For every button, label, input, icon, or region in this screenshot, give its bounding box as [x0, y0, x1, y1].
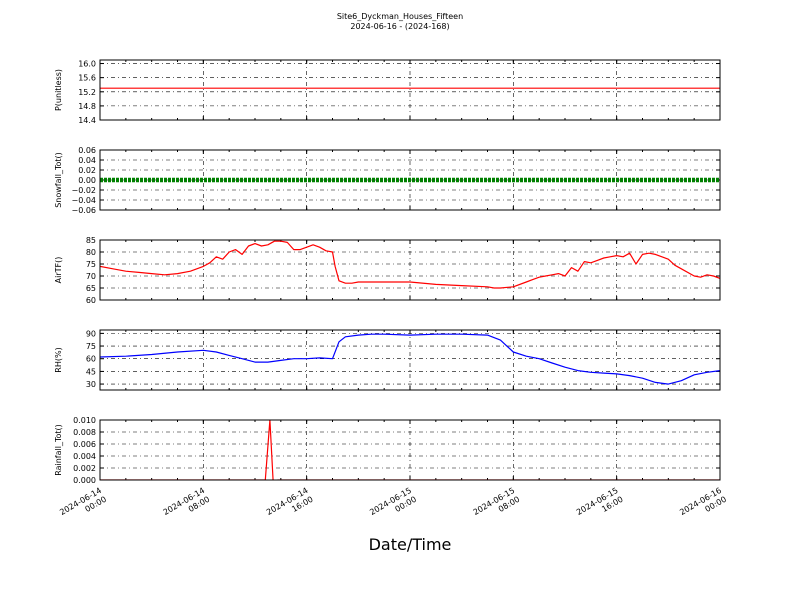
x-tick-label: 2024-06-1408:00 — [162, 486, 212, 526]
panel-frame — [99, 149, 721, 211]
x-tick-label: 2024-06-1416:00 — [265, 486, 315, 526]
y-tick-label: −0.02 — [71, 186, 96, 195]
chart-title: Site6_Dyckman_Houses_Fifteen — [337, 12, 463, 21]
y-tick-label: 0.00 — [78, 176, 96, 185]
y-tick-label: 60 — [86, 296, 96, 305]
panel-2: −0.06−0.04−0.020.000.020.040.06 Snowfall_… — [54, 146, 721, 215]
series-line — [100, 333, 720, 385]
panel-1: 14.4 14.8 15.2 15.6 16.0 P(unitless) — [54, 59, 721, 125]
x-tick-label: 2024-06-1508:00 — [472, 486, 522, 526]
panel-frame — [99, 329, 721, 391]
y-tick-label: 0.04 — [78, 156, 96, 165]
y-tick-label: 60 — [86, 355, 96, 364]
y-axis-label: P(unitless) — [54, 69, 63, 111]
x-axis-label: Date/Time — [369, 535, 452, 554]
panel-frame — [99, 59, 721, 121]
panel-5: 0.000 0.002 0.004 0.006 0.008 0.010 Rainfall_T… — [54, 416, 721, 485]
series-line — [100, 420, 720, 480]
y-tick-label: 90 — [86, 329, 96, 338]
y-tick-label: 0.06 — [78, 146, 96, 155]
y-tick-label: 14.4 — [78, 116, 96, 125]
y-axis-label: AirTF() — [54, 257, 63, 284]
chart-panels: 14.414.815.215.616.0P(unitless)−0.06−0.0… — [54, 59, 728, 526]
y-tick-label: 45 — [86, 367, 96, 376]
y-tick-label: 14.8 — [78, 102, 96, 111]
y-tick-label: −0.06 — [71, 206, 96, 215]
y-tick-label: 80 — [86, 248, 96, 257]
y-tick-label: 75 — [86, 260, 96, 269]
y-tick-label: 70 — [86, 272, 96, 281]
chart-subtitle: 2024-06-16 - (2024-168) — [350, 22, 449, 31]
y-tick-label: 15.6 — [78, 74, 96, 83]
y-tick-label: 65 — [86, 284, 96, 293]
y-tick-label: 0.010 — [73, 416, 96, 425]
y-tick-label: 0.008 — [73, 428, 96, 437]
y-tick-label: 0.02 — [78, 166, 96, 175]
panel-frame — [99, 419, 721, 481]
y-axis-label: RH(%) — [54, 347, 63, 372]
y-tick-label: 15.2 — [78, 88, 96, 97]
panel-4: 30 45 60 75 90 RH(%) — [54, 329, 721, 391]
y-axis-label: Snowfall_Tot() — [54, 152, 63, 208]
x-tick-label: 2024-06-1400:00 — [58, 486, 108, 526]
series-group — [100, 240, 720, 289]
x-tick-label: 2024-06-1516:00 — [575, 486, 625, 526]
y-tick-label: 85 — [86, 236, 96, 245]
x-tick-label: 2024-06-1500:00 — [368, 486, 418, 526]
y-tick-label: 0.006 — [73, 440, 96, 449]
x-tick-label: 2024-06-1600:00 — [678, 486, 728, 526]
y-tick-label: 0.002 — [73, 464, 96, 473]
y-tick-label: 16.0 — [78, 60, 96, 69]
y-tick-label: 30 — [86, 380, 96, 389]
y-tick-label: −0.04 — [71, 196, 96, 205]
series-group — [100, 420, 720, 480]
y-tick-label: 0.004 — [73, 452, 96, 461]
series-line — [100, 240, 720, 289]
panel-3: 60 65 70 75 80 85 AirTF() — [54, 236, 721, 305]
y-axis-label: Rainfall_Tot() — [54, 424, 63, 476]
series-group — [100, 333, 720, 385]
y-tick-label: 75 — [86, 342, 96, 351]
panel-frame — [99, 239, 721, 301]
y-tick-label: 0.000 — [73, 476, 96, 485]
